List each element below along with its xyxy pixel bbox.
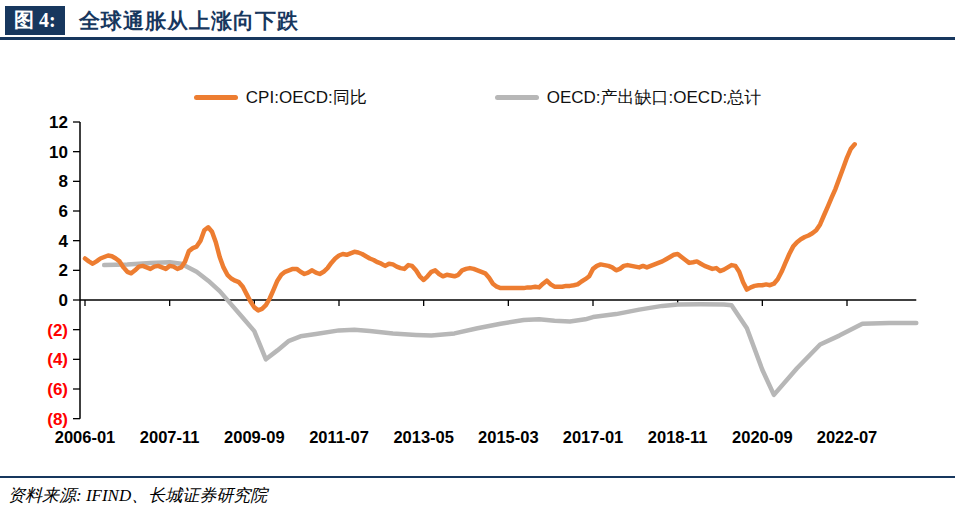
cpi-line-swatch-icon [194, 95, 238, 100]
x-axis-label: 2022-07 [817, 428, 878, 446]
source-divider [0, 476, 955, 478]
report-figure-page: 图 4: 全球通胀从上涨向下跌 CPI:OECD:同比 OECD:产出缺口:OE… [0, 0, 955, 509]
figure-number-badge: 图 4: [5, 6, 65, 35]
y-axis-label: (8) [47, 410, 68, 429]
output-gap-line-swatch-icon [495, 95, 539, 100]
x-axis-label: 2009-09 [224, 428, 285, 446]
x-axis-label: 2017-01 [563, 428, 624, 446]
x-axis-label: 2015-03 [478, 428, 539, 446]
y-axis-label: 4 [59, 232, 69, 251]
source-note: 资料来源: IFIND、长城证券研究院 [8, 484, 267, 507]
y-axis-label: (6) [47, 380, 68, 399]
y-axis-label: 10 [49, 143, 68, 162]
figure-number-label: 图 4: [14, 9, 56, 31]
x-axis-label: 2018-11 [648, 428, 708, 446]
title-divider [0, 37, 955, 40]
figure-title: 全球通胀从上涨向下跌 [79, 7, 299, 35]
y-axis-label: 8 [59, 172, 68, 191]
x-axis-label: 2011-07 [309, 428, 369, 446]
y-axis-label: (4) [47, 350, 68, 369]
y-axis-label: 12 [49, 113, 68, 132]
x-axis-label: 2006-01 [55, 428, 116, 446]
x-axis-label: 2013-05 [393, 428, 454, 446]
cpi-series-line [85, 144, 855, 310]
output-gap-series-line [104, 262, 916, 395]
y-axis-label: (2) [47, 321, 68, 340]
y-axis-label: 6 [59, 202, 68, 221]
x-axis-label: 2007-11 [140, 428, 200, 446]
line-chart: 12 10 8 6 4 2 0 (2) (4) (6) (8)2006-01 2007-11 2009-… [0, 105, 955, 465]
y-axis-label: 0 [59, 291, 68, 310]
x-axis-label: 2020-09 [732, 428, 793, 446]
y-axis-label: 2 [59, 261, 68, 280]
